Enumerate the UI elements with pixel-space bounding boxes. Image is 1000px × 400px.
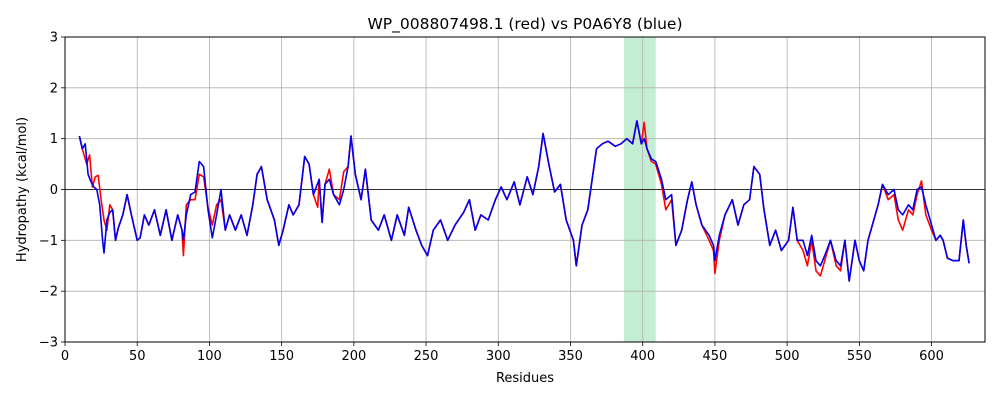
x-tick-label: 300 [486, 349, 511, 364]
x-tick-label: 150 [269, 349, 294, 364]
x-tick-label: 450 [703, 349, 728, 364]
x-tick-label: 600 [919, 349, 944, 364]
x-tick-label: 50 [129, 349, 146, 364]
chart-title: WP_008807498.1 (red) vs P0A6Y8 (blue) [367, 15, 682, 34]
tick-layer: 0 50 100 150 200 250 300 350 400 450 500 550 600 −3 −2… [39, 31, 944, 365]
x-tick-label: 100 [197, 349, 222, 364]
y-tick-label: 1 [50, 132, 58, 147]
y-tick-label: 0 [50, 183, 58, 198]
x-tick-label: 400 [630, 349, 655, 364]
y-tick-label: −1 [39, 234, 58, 249]
x-tick-label: 250 [414, 349, 439, 364]
y-tick-label: 3 [50, 31, 58, 46]
x-tick-label: 350 [558, 349, 583, 364]
x-tick-label: 550 [847, 349, 872, 364]
x-tick-label: 0 [61, 349, 69, 364]
y-axis-label: Hydropathy (kcal/mol) [15, 117, 30, 262]
series-line-blue [78, 120, 970, 282]
x-tick-label: 200 [341, 349, 366, 364]
x-tick-label: 500 [775, 349, 800, 364]
series-layer [78, 120, 970, 282]
y-tick-label: −3 [39, 336, 58, 351]
y-tick-label: −2 [39, 285, 58, 300]
x-axis-label: Residues [496, 371, 554, 386]
y-tick-label: 2 [50, 81, 58, 96]
